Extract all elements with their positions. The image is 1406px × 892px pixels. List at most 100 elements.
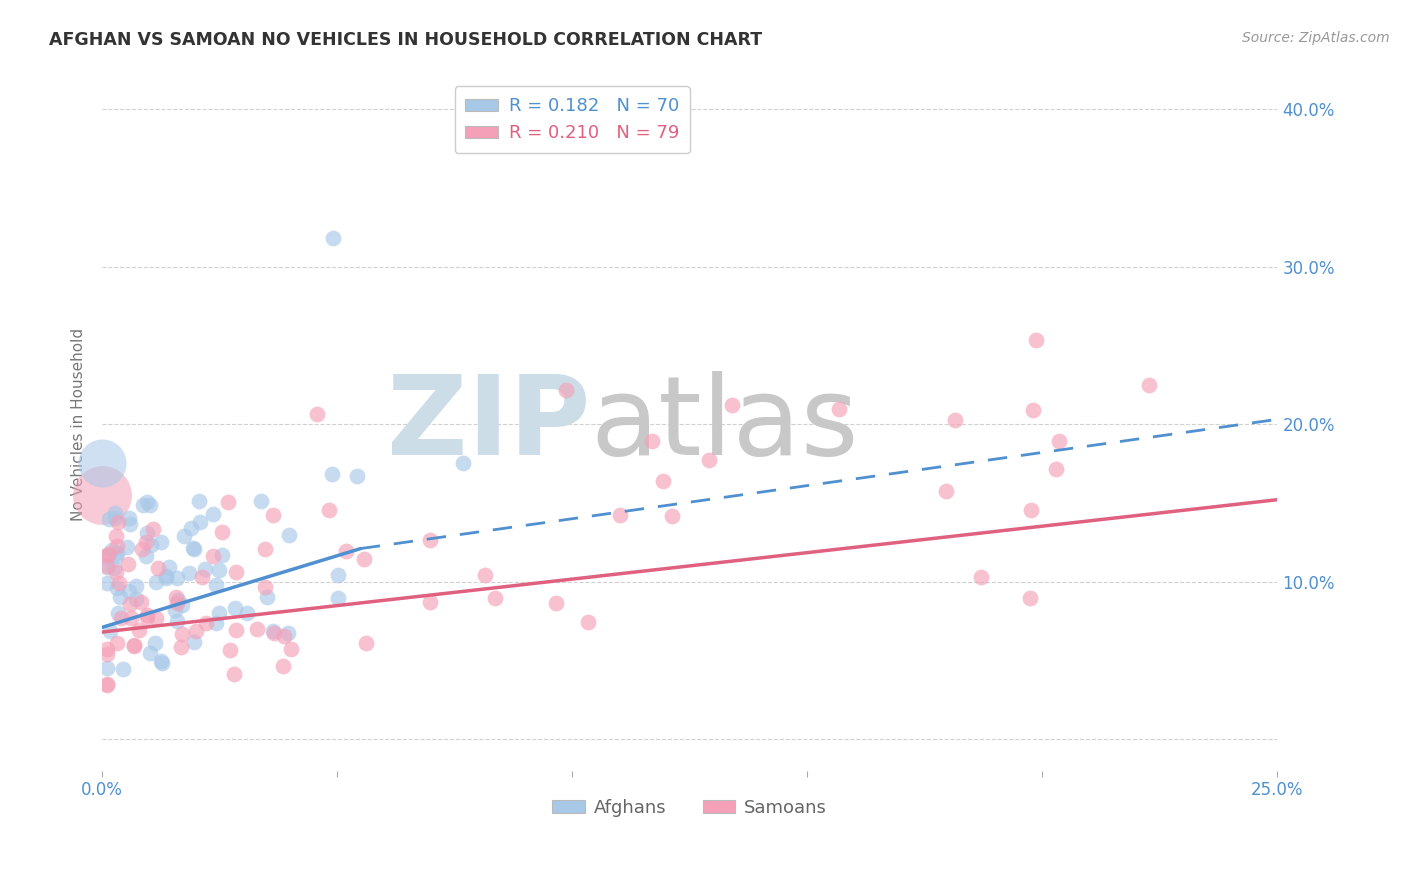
Point [96, 678, 118, 692]
Point [544, 596, 567, 610]
Point [278, 528, 301, 542]
Point [135, 495, 157, 509]
Point [100, 543, 122, 558]
Point [273, 659, 295, 673]
Point [194, 562, 217, 576]
Point [1137, 377, 1160, 392]
Point [120, 610, 142, 624]
Text: Source: ZipAtlas.com: Source: ZipAtlas.com [1241, 31, 1389, 45]
Point [135, 549, 157, 563]
Point [222, 667, 245, 681]
Point [305, 407, 328, 421]
Point [354, 636, 377, 650]
Point [166, 571, 188, 585]
Point [124, 591, 146, 606]
Point [150, 535, 173, 549]
Point [1021, 402, 1043, 417]
Point [697, 452, 720, 467]
Point [107, 575, 129, 590]
Point [91, 488, 114, 502]
Point [146, 561, 169, 575]
Point [217, 495, 239, 509]
Point [104, 507, 127, 521]
Point [165, 590, 187, 604]
Point [135, 534, 157, 549]
Point [125, 579, 148, 593]
Point [353, 552, 375, 566]
Point [254, 580, 277, 594]
Point [107, 606, 129, 620]
Point [935, 484, 957, 499]
Point [609, 508, 631, 523]
Point [166, 596, 188, 610]
Point [256, 591, 278, 605]
Point [118, 597, 141, 611]
Point [150, 654, 173, 668]
Point [150, 657, 173, 671]
Point [1019, 503, 1042, 517]
Point [97, 548, 120, 562]
Point [145, 575, 167, 590]
Point [262, 624, 284, 638]
Point [96, 559, 118, 574]
Point [104, 566, 127, 580]
Point [721, 397, 744, 411]
Point [132, 498, 155, 512]
Point [104, 529, 127, 543]
Point [1047, 434, 1070, 448]
Point [335, 544, 357, 558]
Point [651, 474, 673, 488]
Point [183, 635, 205, 649]
Point [96, 549, 118, 563]
Point [277, 625, 299, 640]
Point [250, 494, 273, 508]
Point [122, 640, 145, 654]
Point [555, 383, 578, 397]
Point [183, 541, 205, 556]
Point [326, 591, 349, 605]
Point [484, 591, 506, 605]
Point [211, 548, 233, 562]
Point [107, 515, 129, 529]
Point [211, 525, 233, 540]
Point [640, 434, 662, 448]
Point [181, 541, 204, 556]
Point [970, 569, 993, 583]
Point [96, 559, 118, 574]
Point [96, 642, 118, 657]
Point [136, 610, 159, 624]
Y-axis label: No Vehicles in Household: No Vehicles in Household [72, 327, 86, 521]
Point [131, 542, 153, 557]
Point [122, 638, 145, 652]
Point [118, 584, 141, 599]
Point [204, 578, 226, 592]
Point [253, 542, 276, 557]
Point [219, 643, 242, 657]
Point [194, 615, 217, 630]
Point [96, 661, 118, 675]
Point [246, 622, 269, 636]
Legend: Afghans, Samoans: Afghans, Samoans [546, 791, 834, 824]
Point [202, 549, 225, 563]
Point [263, 625, 285, 640]
Point [142, 522, 165, 536]
Point [419, 533, 441, 548]
Point [225, 623, 247, 637]
Point [105, 549, 128, 563]
Point [166, 614, 188, 628]
Point [138, 498, 160, 512]
Text: ZIP: ZIP [387, 370, 591, 477]
Point [163, 603, 186, 617]
Point [91, 457, 114, 471]
Point [129, 595, 152, 609]
Point [1025, 333, 1047, 347]
Point [103, 560, 125, 574]
Point [104, 511, 127, 525]
Point [139, 538, 162, 552]
Point [139, 646, 162, 660]
Point [136, 608, 159, 623]
Point [180, 521, 202, 535]
Point [115, 540, 138, 554]
Point [170, 598, 193, 612]
Point [205, 616, 228, 631]
